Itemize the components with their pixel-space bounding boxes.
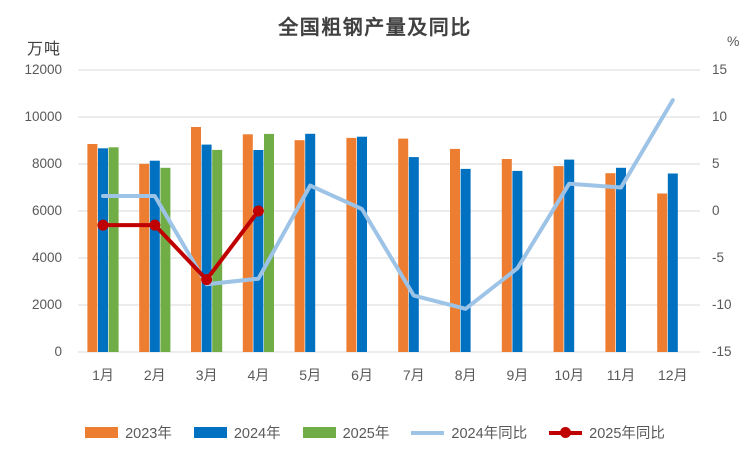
bar-2023年-3月 (191, 127, 201, 352)
x-axis-month-label: 12月 (658, 367, 688, 383)
legend-item-2023年: 2023年 (85, 422, 172, 443)
bar-2024年-3月 (201, 144, 212, 352)
legend-swatch (411, 430, 445, 435)
y-axis-right-tick: 15 (712, 62, 728, 77)
bar-series-2024年 (98, 133, 678, 352)
legend-item-2025年: 2025年 (302, 422, 390, 443)
legend-item-2024年: 2024年 (193, 422, 281, 443)
bar-2024年-4月 (253, 150, 264, 352)
bar-2024年-5月 (305, 133, 316, 352)
left-axis-unit-label: 万吨 (27, 41, 62, 58)
legend-swatch (549, 427, 583, 438)
bar-series-2025年 (108, 133, 274, 352)
legend-label: 2025年 (342, 426, 390, 442)
x-axis-month-label: 2月 (143, 367, 166, 383)
bar-2023年-8月 (450, 148, 460, 352)
yoy-marker (252, 205, 264, 217)
bar-2024年-9月 (512, 170, 523, 352)
bar-2024年-2月 (149, 160, 160, 352)
y-axis-left-tick: 6000 (31, 203, 62, 218)
y-axis-left-tick: 4000 (31, 250, 62, 265)
yoy-marker (201, 274, 213, 286)
y-axis-right-tick: 0 (712, 203, 720, 218)
legend-label: 2023年 (125, 426, 172, 442)
line-series-2025年同比 (97, 205, 264, 286)
gridlines (78, 69, 700, 353)
y-axis-right-tick: -5 (712, 250, 725, 265)
x-axis-month-label: 4月 (247, 367, 270, 383)
x-axis-month-label: 10月 (554, 367, 584, 383)
bar-2024年-7月 (408, 157, 419, 352)
y-axis-left-tick: 10000 (24, 109, 62, 124)
legend-label: 2025年同比 (589, 426, 665, 442)
bar-2025年-4月 (264, 133, 274, 352)
bar-2024年-6月 (357, 136, 367, 352)
bar-2024年-12月 (667, 173, 678, 352)
bar-2023年-9月 (501, 159, 512, 352)
x-axis-month-label: 3月 (195, 367, 218, 383)
bar-2023年-4月 (242, 134, 253, 352)
x-axis-month-label: 8月 (454, 367, 477, 383)
legend-label: 2024年 (233, 426, 281, 442)
y-axis-left-tick: 12000 (24, 62, 62, 77)
bar-2025年-2月 (160, 167, 171, 352)
right-axis-unit-label: % (727, 33, 740, 49)
legend-swatch (302, 427, 336, 438)
y-axis-right-tick: 5 (712, 156, 720, 171)
x-axis-month-label: 9月 (506, 367, 529, 383)
y-axis-left-tick: 0 (54, 344, 62, 359)
bar-2024年-8月 (460, 168, 471, 352)
bar-2023年-1月 (87, 144, 98, 352)
legend-swatch (193, 427, 227, 438)
legend-item-2025年同比: 2025年同比 (549, 422, 665, 443)
line-series-2024年同比 (101, 98, 675, 311)
x-axis-month-label: 5月 (299, 367, 322, 383)
legend-swatch (85, 427, 119, 438)
bar-2023年-12月 (657, 193, 668, 352)
y-axis-left-tick: 2000 (31, 297, 62, 312)
yoy-marker (149, 219, 161, 231)
chart-legend: 2023年 2024年 2025年 2024年同比 2025年同比 (0, 422, 750, 443)
y-axis-right-tick: -15 (712, 344, 732, 359)
bar-2023年-10月 (553, 166, 564, 352)
yoy-marker (97, 219, 109, 231)
y-axis-right-tick: 10 (712, 109, 728, 124)
yoy-line-2025年同比 (101, 209, 261, 282)
x-axis-month-label: 1月 (92, 367, 114, 383)
legend-marker-dot (560, 427, 572, 438)
bar-2024年-11月 (616, 167, 626, 352)
bar-2024年-1月 (98, 148, 108, 352)
bar-2025年-3月 (212, 149, 223, 352)
bar-series-2023年 (87, 127, 668, 352)
x-axis-month-label: 11月 (606, 367, 636, 383)
legend-label: 2024年同比 (451, 426, 528, 442)
x-axis-month-label: 6月 (351, 367, 373, 383)
bar-2023年-7月 (398, 138, 409, 352)
y-axis-right-tick: -10 (712, 297, 732, 312)
x-axis-month-label: 7月 (402, 367, 425, 383)
bar-2024年-10月 (564, 159, 575, 352)
bar-2025年-1月 (108, 147, 119, 352)
bar-2023年-2月 (139, 163, 150, 352)
yoy-line-2024年同比 (101, 98, 675, 311)
bar-2023年-11月 (605, 173, 616, 352)
bar-2023年-6月 (346, 137, 357, 352)
legend-item-2024年同比: 2024年同比 (411, 422, 527, 443)
chart-title: 全国粗钢产量及同比 (278, 17, 472, 39)
y-axis-left-tick: 8000 (31, 156, 62, 171)
bar-2023年-5月 (294, 140, 305, 352)
